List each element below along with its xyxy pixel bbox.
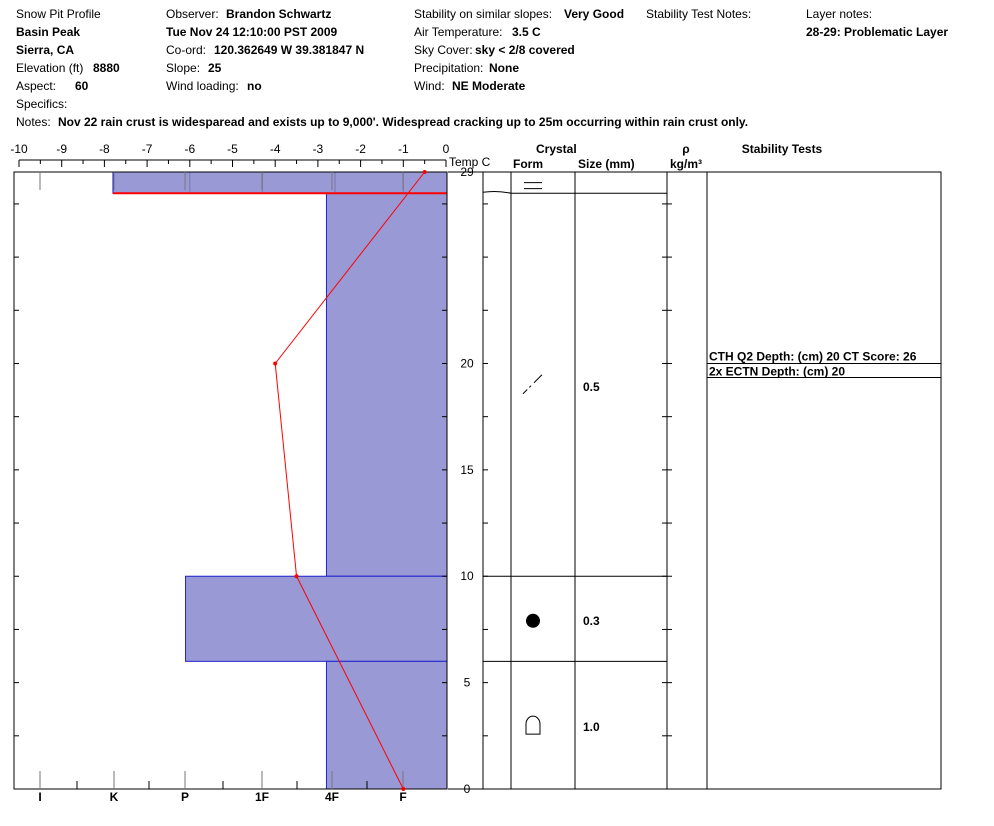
hardness-bar-1 xyxy=(325,192,448,577)
wind-loading-label: Wind loading: xyxy=(166,79,239,93)
temp-tick-label-0: -10 xyxy=(10,142,28,156)
layer-notes-label: Layer notes: xyxy=(806,7,873,21)
crystal-header: Crystal xyxy=(536,142,577,156)
temp-tick-label-7: -3 xyxy=(313,142,324,156)
size-header: Size (mm) xyxy=(578,157,635,171)
rho-header: ρ xyxy=(682,142,689,156)
hardness-bar-3 xyxy=(325,660,448,790)
temp-point-3 xyxy=(401,787,406,791)
height-tick-label-2: 10 xyxy=(460,569,474,583)
layer-table: 0.5 0.3 1.0 CTH Q2 Depth: (cm) 20 CT Score:… xyxy=(448,171,942,790)
stability-tests-header: Stability Tests xyxy=(742,142,823,156)
sky-cover-value: sky < 2/8 covered xyxy=(475,43,575,57)
air-temp-value: 3.5 C xyxy=(512,25,541,39)
stability-value: Very Good xyxy=(564,7,625,21)
density-header: kg/m³ xyxy=(670,157,702,171)
slope-value: 25 xyxy=(208,61,222,75)
hardness-layers xyxy=(112,171,448,790)
hardness-tick-label-0: I xyxy=(38,790,41,804)
height-tick-label-3: 15 xyxy=(460,463,474,477)
sky-cover-label: Sky Cover: xyxy=(414,43,473,57)
hardness-tick-label-2: P xyxy=(181,790,189,804)
coord-value: 120.362649 W 39.381847 N xyxy=(214,43,365,57)
temp-tick-label-2: -8 xyxy=(99,142,110,156)
temp-point-1 xyxy=(273,361,278,366)
hardness-tick-label-4: 4F xyxy=(325,790,339,804)
hardness-tick-label-5: F xyxy=(399,790,406,804)
aspect-label: Aspect: xyxy=(16,79,57,93)
hardness-tick-label-3: 1F xyxy=(255,790,269,804)
observer-value: Brandon Schwartz xyxy=(226,7,332,21)
layer-boundary-0 xyxy=(482,190,667,194)
observer-label: Observer: xyxy=(166,7,219,21)
profile-title: Snow Pit Profile xyxy=(16,7,101,21)
plot-border xyxy=(13,171,448,790)
slope-label: Slope: xyxy=(166,61,201,75)
region-name: Sierra, CA xyxy=(16,43,75,57)
wind-loading-value: no xyxy=(247,79,262,93)
temp-profile-line xyxy=(274,171,426,790)
crystal-size-2: 0.3 xyxy=(583,614,600,628)
rounded-grain-symbol xyxy=(526,613,540,628)
temp-point-0 xyxy=(422,170,427,174)
crystal-size-1: 0.5 xyxy=(583,380,600,394)
temp-point-2 xyxy=(294,574,299,579)
temp-tick-label-9: -1 xyxy=(398,142,409,156)
height-tick-label-4: 20 xyxy=(460,356,474,370)
decomposing-symbol-a xyxy=(522,385,532,395)
temp-tick-label-1: -9 xyxy=(56,142,67,156)
temp-tick-label-3: -7 xyxy=(142,142,153,156)
layer-note: 28-29: Problematic Layer xyxy=(806,25,949,39)
stability-label: Stability on similar slopes: xyxy=(414,7,553,21)
precipitation-label: Precipitation: xyxy=(414,61,484,75)
location-name: Basin Peak xyxy=(16,25,81,39)
aspect-value: 60 xyxy=(75,79,89,93)
observation-datetime: Tue Nov 24 12:10:00 PST 2009 xyxy=(166,25,338,39)
stability-test-notes-label: Stability Test Notes: xyxy=(646,7,752,21)
crystal-size-3: 1.0 xyxy=(583,720,600,734)
decomposing-symbol-b xyxy=(533,374,543,384)
hardness-bar-2 xyxy=(185,575,448,662)
axis-labels: Temp C Crystal Form Size (mm) ρ kg/m³ St… xyxy=(449,142,823,171)
hardness-tick-label-1: K xyxy=(110,790,119,804)
stability-test-0: CTH Q2 Depth: (cm) 20 CT Score: 26 xyxy=(709,349,917,363)
temp-axis-title: Temp C xyxy=(449,155,491,169)
specifics-label: Specifics: xyxy=(16,97,68,111)
coord-label: Co-ord: xyxy=(166,43,207,57)
precipitation-value: None xyxy=(489,61,519,75)
wind-label: Wind: xyxy=(414,79,445,93)
table-border xyxy=(482,171,942,790)
hardness-bar-0 xyxy=(112,171,448,194)
temperature-profile xyxy=(273,170,427,791)
air-temp-label: Air Temperature: xyxy=(414,25,503,39)
temp-tick-label-4: -6 xyxy=(184,142,195,156)
height-tick-label-1: 5 xyxy=(464,676,471,690)
temp-tick-label-10: 0 xyxy=(443,142,450,156)
faceted-rounded-symbol xyxy=(525,715,541,735)
elevation-value: 8880 xyxy=(93,61,120,75)
elevation-label: Elevation (ft) xyxy=(16,61,84,75)
temp-tick-label-6: -4 xyxy=(270,142,281,156)
form-header: Form xyxy=(513,157,543,171)
notes-value: Nov 22 rain crust is widesparead and exi… xyxy=(58,115,749,129)
stability-test-1: 2x ECTN Depth: (cm) 20 xyxy=(709,364,845,378)
notes-label: Notes: xyxy=(16,115,51,129)
temp-tick-label-8: -2 xyxy=(355,142,366,156)
wind-value: NE Moderate xyxy=(452,79,526,93)
temp-tick-label-5: -5 xyxy=(227,142,238,156)
